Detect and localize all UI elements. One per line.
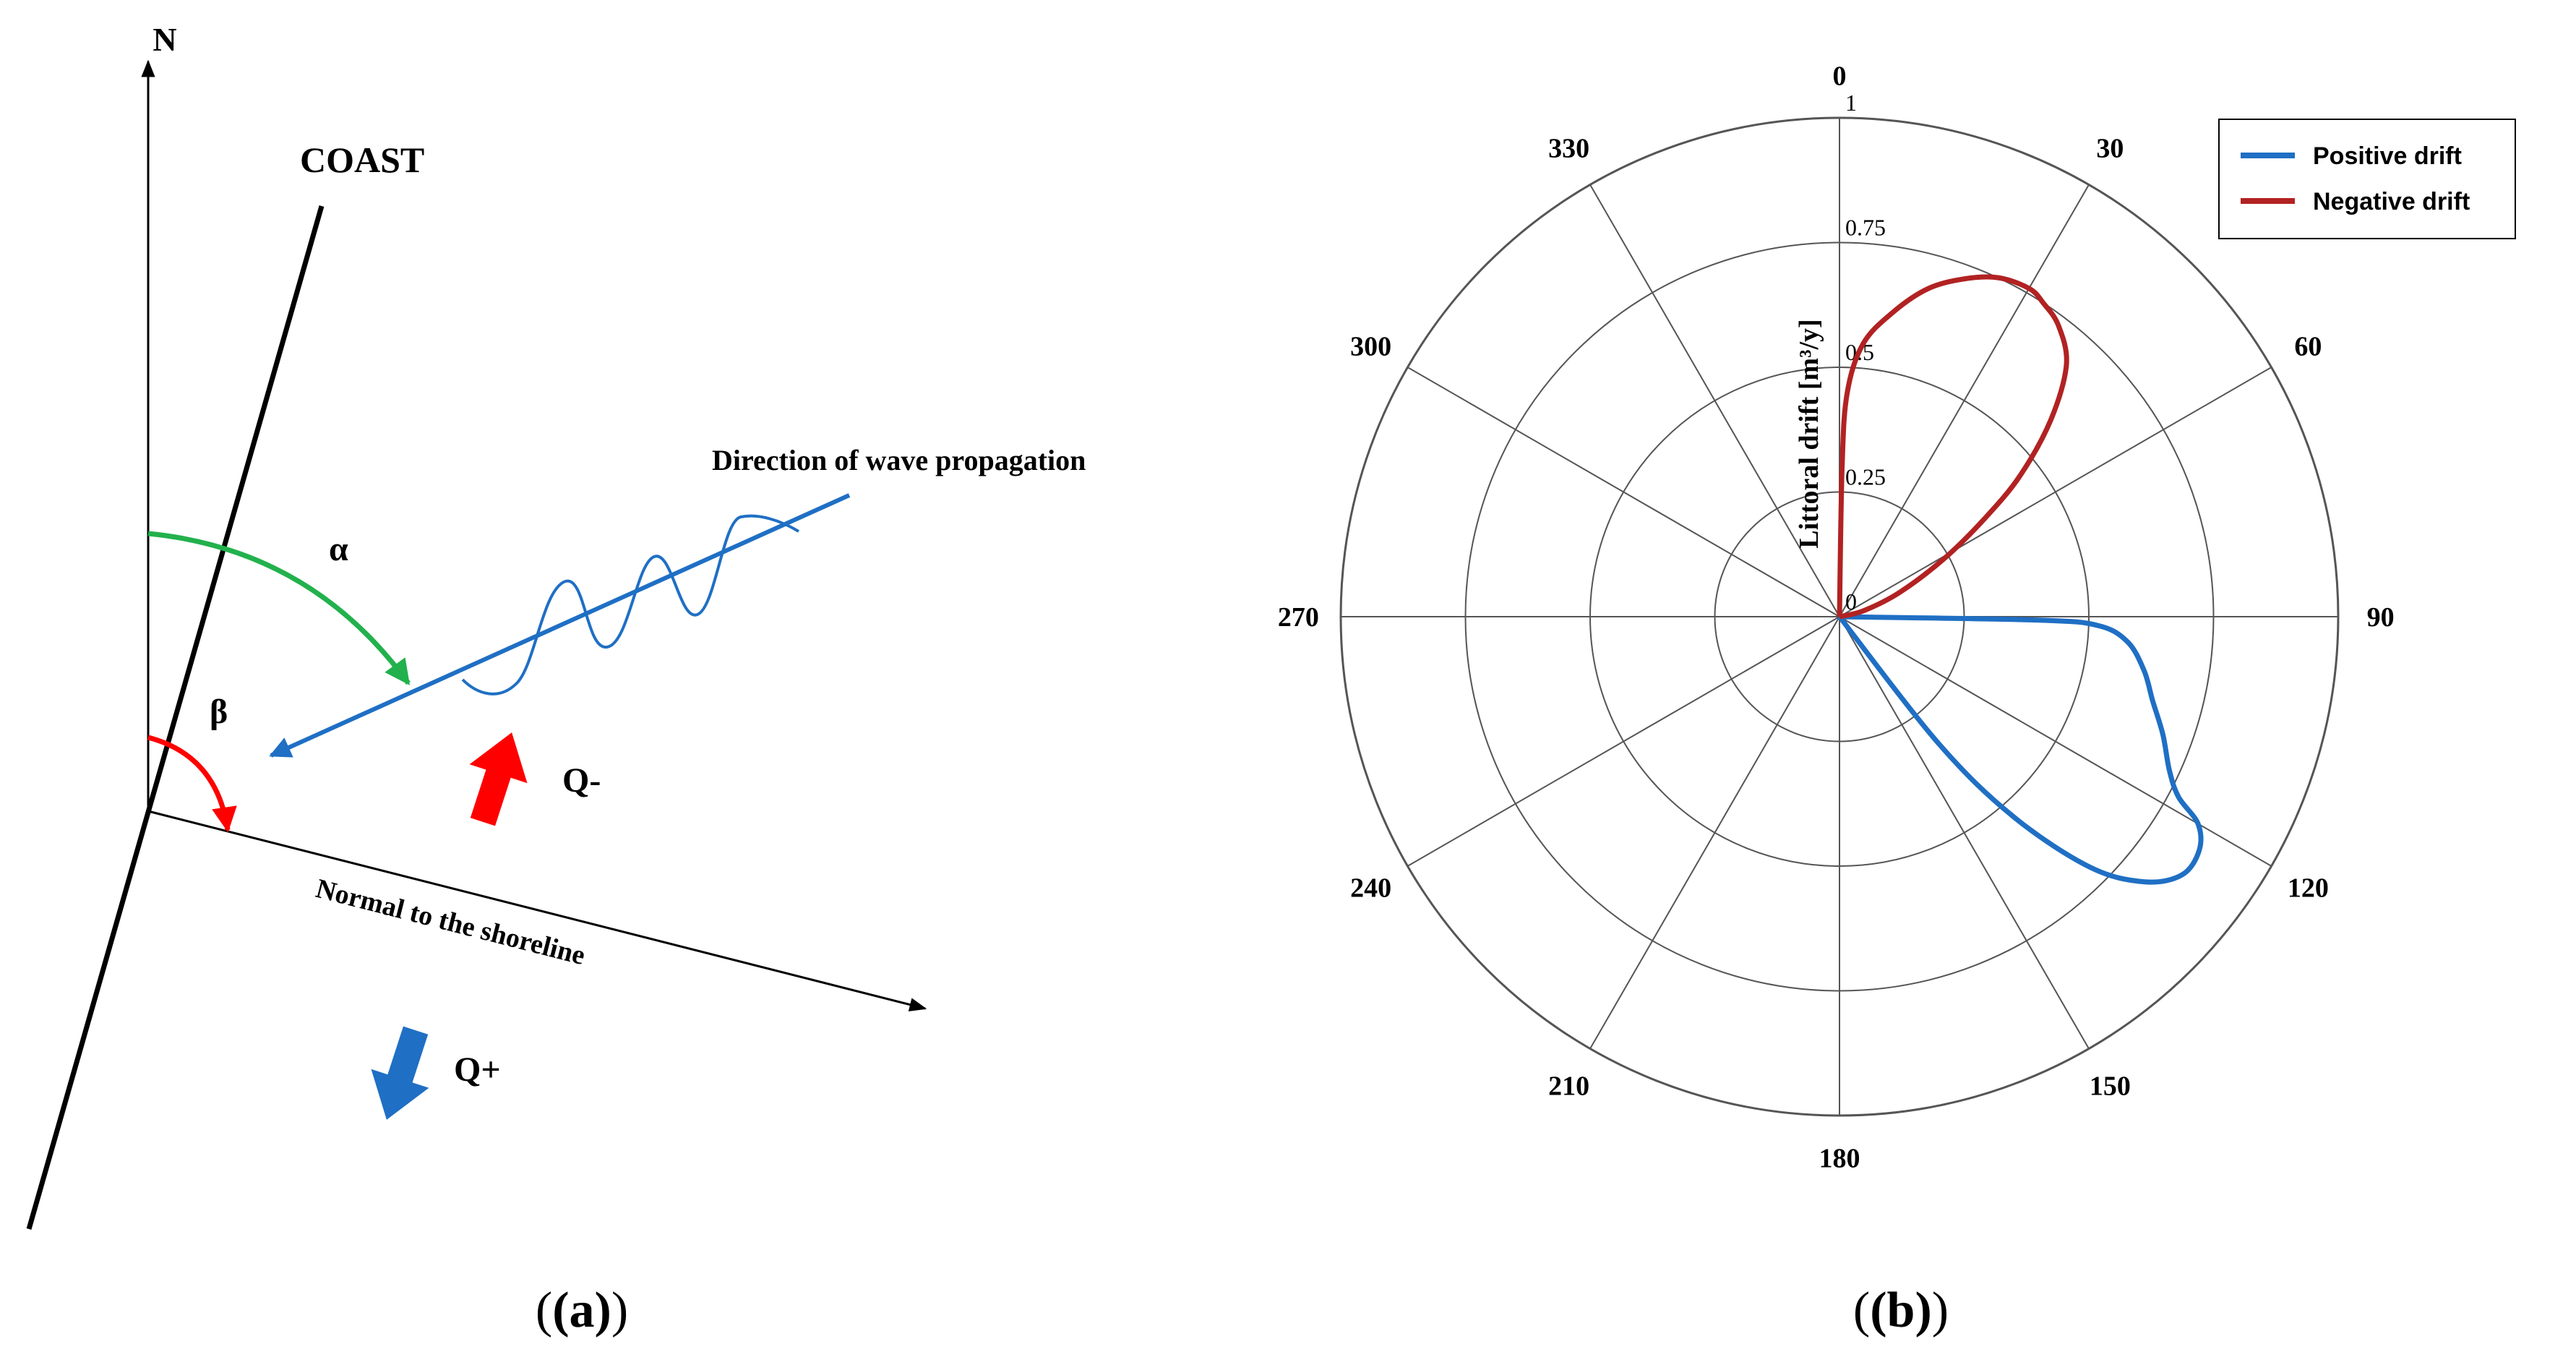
- polar-grid: [1339, 116, 2340, 1117]
- radial-tick-labels: 00.250.50.751: [1845, 90, 1886, 615]
- legend-label-positive: Positive drift: [2313, 142, 2462, 170]
- q-minus-label: Q-: [562, 761, 601, 800]
- legend-label-negative: Negative drift: [2313, 188, 2470, 215]
- radial-tick-1: 1: [1845, 90, 1857, 116]
- q-plus-arrow: [371, 1026, 429, 1120]
- grid-spoke-60: [1839, 367, 2272, 617]
- wave-direction-line: [269, 493, 851, 758]
- grid-spoke-240: [1407, 616, 1840, 867]
- beta-label: β: [210, 693, 228, 731]
- radial-tick-0.75: 0.75: [1845, 215, 1886, 241]
- alpha-arc: [147, 531, 411, 685]
- shoreline-normal: [147, 810, 927, 1011]
- angular-tick-270: 270: [1278, 602, 1319, 633]
- angular-tick-labels: 0 30 60 90 120 150 180 210 240 270 300 330: [1278, 61, 2395, 1173]
- grid-spoke-330: [1589, 184, 1840, 617]
- beta-arc: [147, 735, 237, 833]
- angular-tick-150: 150: [2090, 1071, 2131, 1101]
- polar-series: [1837, 274, 2204, 885]
- angular-tick-330: 330: [1548, 134, 1589, 164]
- angular-tick-180: 180: [1819, 1144, 1860, 1174]
- grid-spoke-300: [1407, 367, 1840, 617]
- angular-tick-120: 120: [2288, 873, 2329, 903]
- coast-label: COAST: [300, 140, 424, 180]
- series-negative-drift: [1837, 274, 2069, 620]
- series-positive-drift: [1837, 614, 2204, 885]
- caption-a: ((a)): [536, 1283, 628, 1338]
- alpha-label: α: [329, 530, 348, 568]
- angular-tick-300: 300: [1350, 332, 1391, 362]
- grid-spoke-30: [1839, 184, 2090, 617]
- wave-label: Direction of wave propagation: [712, 444, 1086, 476]
- angular-tick-210: 210: [1548, 1071, 1589, 1101]
- q-plus-label: Q+: [454, 1050, 501, 1089]
- angular-tick-90: 90: [2367, 602, 2395, 633]
- panel-a-diagram: N COAST Normal to the shoreline Directio…: [26, 21, 1086, 1338]
- legend-box: [2218, 119, 2516, 239]
- radial-tick-0: 0: [1845, 588, 1857, 615]
- radial-axis-label: Littoral drift [m³/y]: [1794, 319, 1824, 548]
- grid-spoke-120: [1839, 616, 2272, 867]
- angular-tick-240: 240: [1350, 873, 1391, 903]
- grid-spoke-210: [1589, 616, 1840, 1050]
- caption-b: ((b)): [1853, 1283, 1949, 1338]
- grid-spoke-150: [1839, 616, 2090, 1050]
- q-minus-arrow: [469, 732, 528, 826]
- radial-tick-0.25: 0.25: [1845, 464, 1886, 490]
- wave-curve: [461, 514, 800, 695]
- angular-tick-60: 60: [2294, 332, 2322, 362]
- angular-tick-30: 30: [2096, 134, 2124, 164]
- coast-line: [26, 205, 325, 1230]
- angular-tick-0: 0: [1833, 61, 1847, 91]
- north-label: N: [153, 21, 176, 58]
- legend: Positive drift Negative drift: [2218, 119, 2516, 239]
